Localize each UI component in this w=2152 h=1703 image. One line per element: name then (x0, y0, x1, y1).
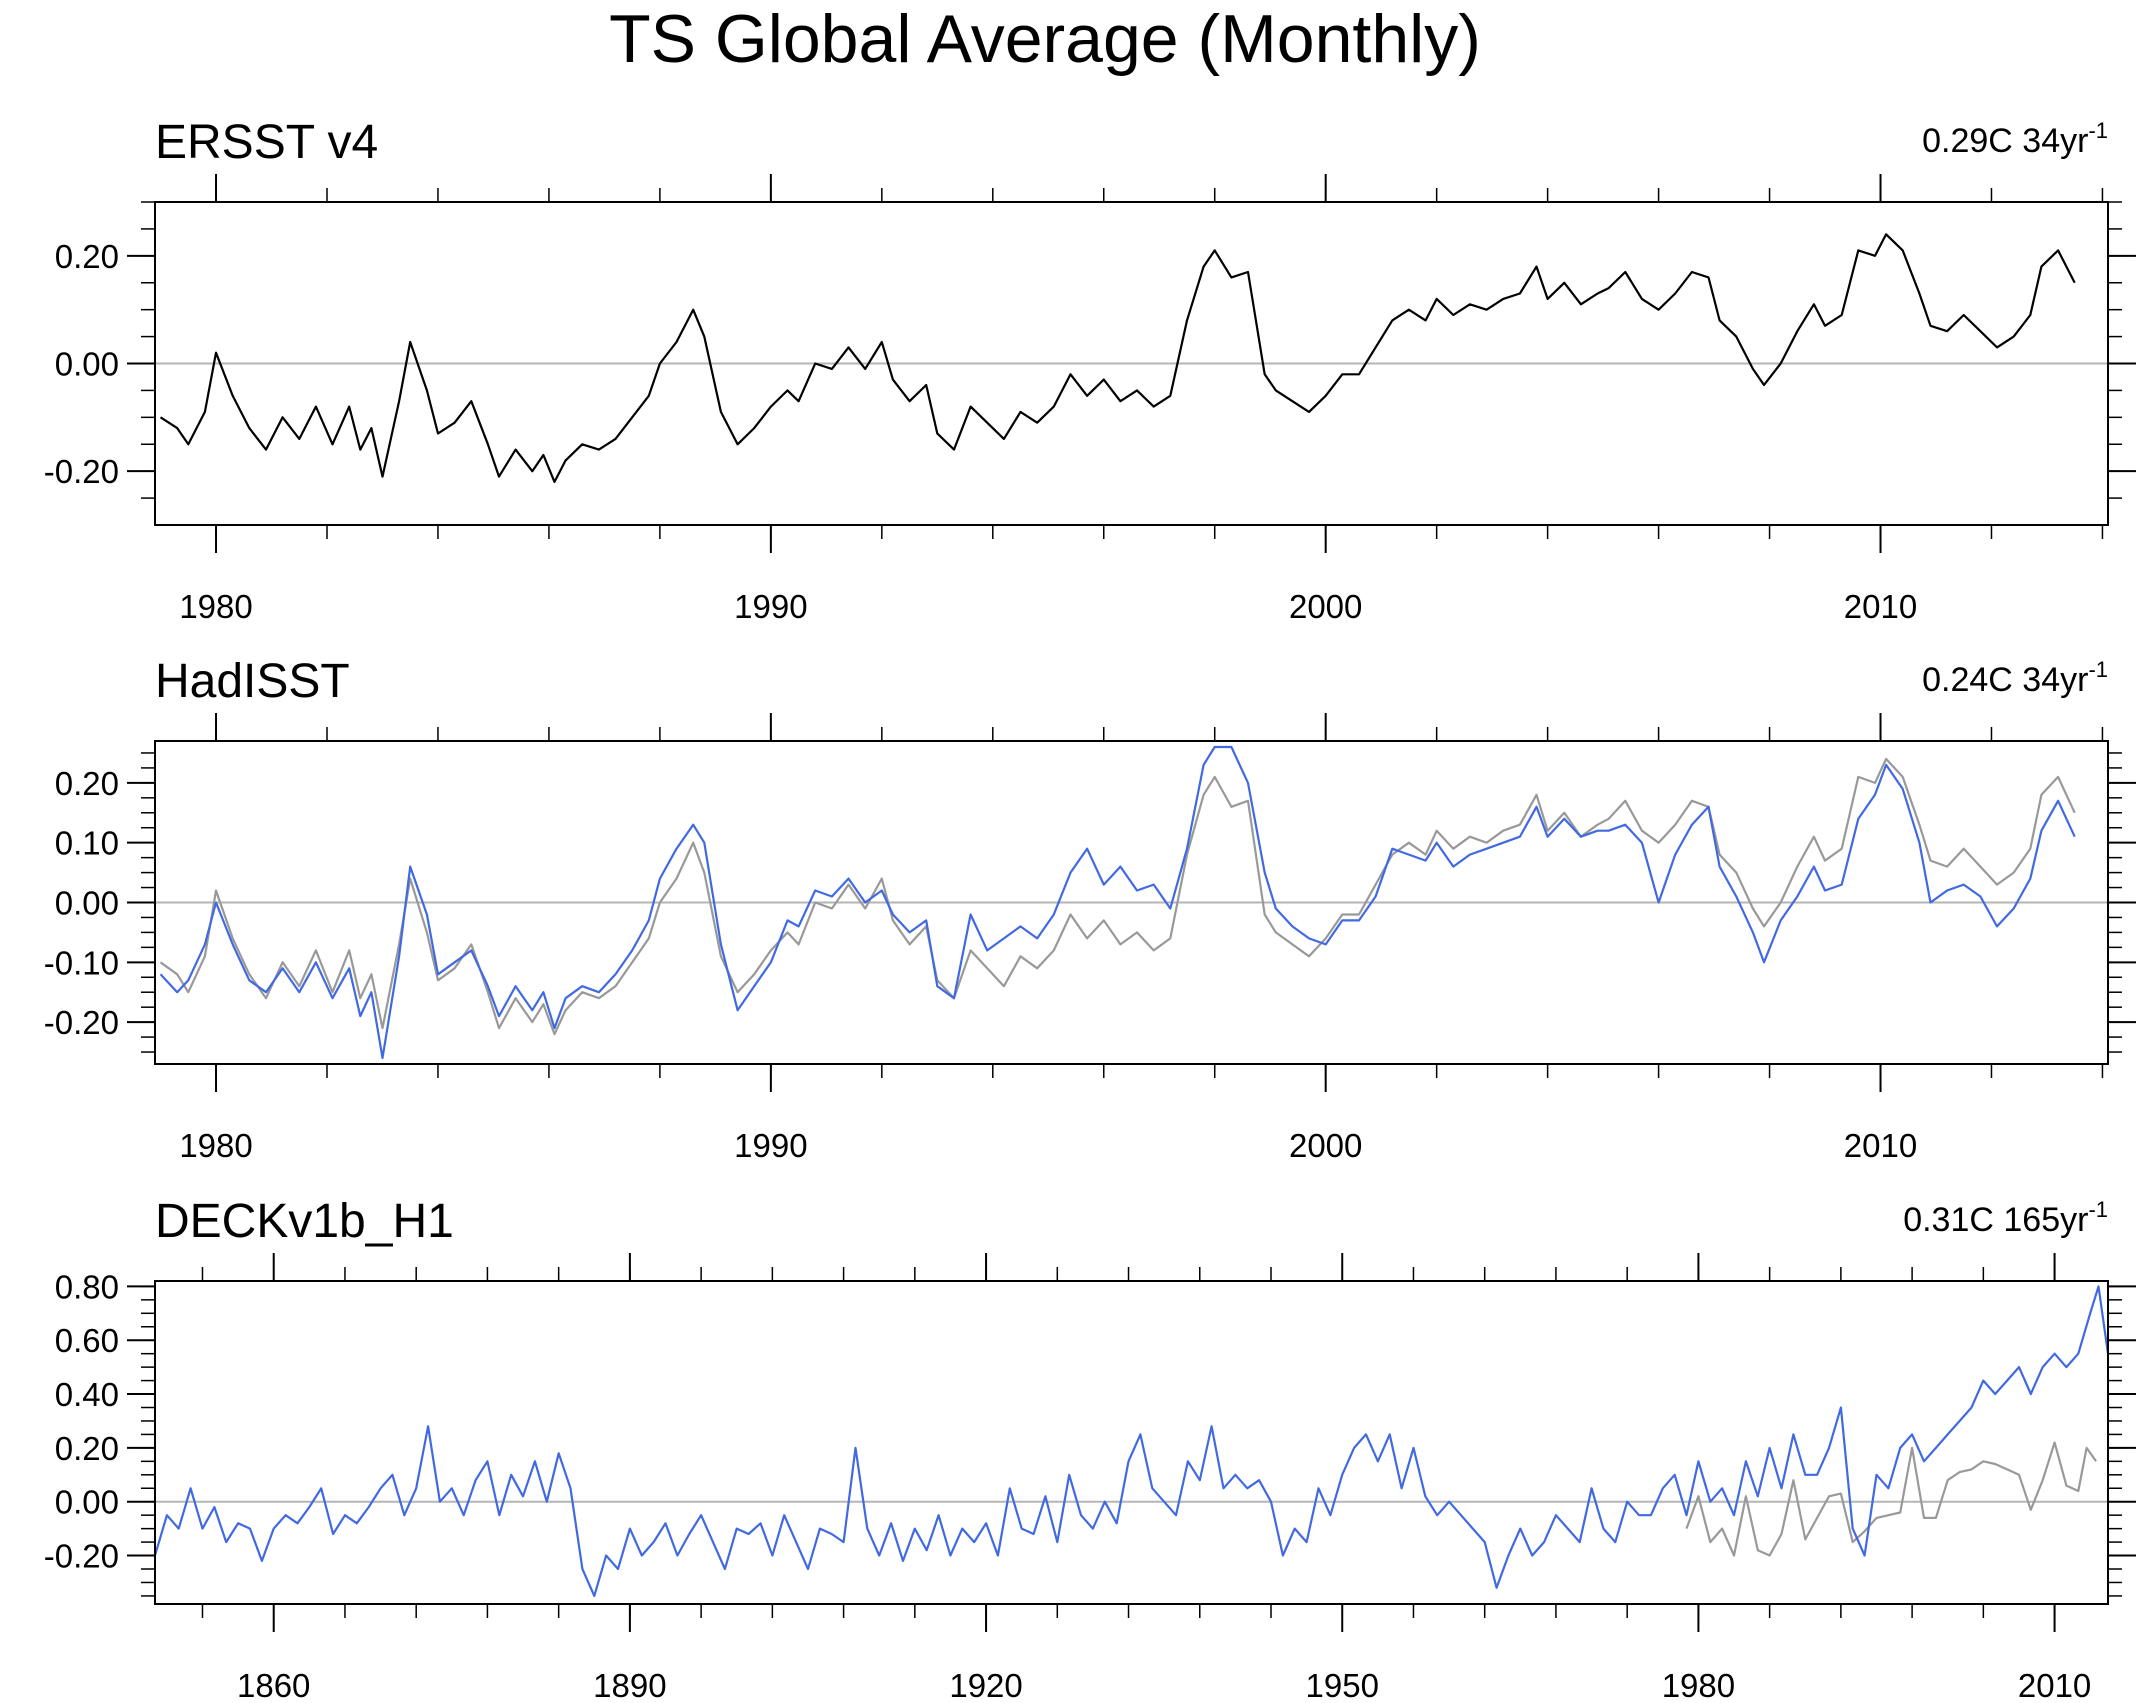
x-tick-label: 1980 (1662, 1667, 1735, 1703)
plot-frame (154, 201, 2109, 526)
x-tick-label: 1860 (237, 1667, 310, 1703)
x-tick-label: 1890 (593, 1667, 666, 1703)
trend-annotation: 0.24C 34yr-1 (1922, 657, 2108, 699)
y-tick-label: 0.20 (55, 238, 119, 275)
figure-title: TS Global Average (Monthly) (609, 1, 1481, 77)
trend-exponent: -1 (2088, 657, 2108, 682)
y-tick-label: 0.00 (55, 346, 119, 383)
panel-title: HadISST (155, 655, 350, 708)
x-tick-label: 2010 (2018, 1667, 2091, 1703)
plot-frame (154, 1280, 2109, 1605)
x-tick-label: 1950 (1306, 1667, 1379, 1703)
trend-exponent: -1 (2088, 1197, 2108, 1222)
panel-title: DECKv1b_H1 (155, 1195, 454, 1248)
series-line-1 (159, 757, 2076, 1036)
x-tick-label: 1980 (179, 588, 252, 625)
x-tick-label: 2000 (1289, 588, 1362, 625)
plot-frame (154, 740, 2109, 1065)
trend-exponent: -1 (2088, 118, 2108, 143)
x-tick-label: 2010 (1844, 588, 1917, 625)
x-tick-label: 2010 (1844, 1127, 1917, 1164)
series-line-1 (1685, 1441, 2097, 1557)
trend-annotation: 0.31C 165yr-1 (1903, 1197, 2108, 1239)
y-tick-label: -0.20 (44, 1538, 119, 1575)
y-tick-label: -0.20 (44, 1004, 119, 1041)
panel-title: ERSST v4 (155, 116, 378, 169)
y-tick-label: 0.00 (55, 885, 119, 922)
y-tick-label: -0.10 (44, 944, 119, 981)
series-line-1 (159, 233, 2076, 483)
y-tick-label: 0.20 (55, 1430, 119, 1467)
x-tick-label: 1980 (179, 1127, 252, 1164)
trend-text: 0.29C 34yr (1922, 122, 2088, 160)
series-line-2 (153, 1285, 2110, 1598)
y-tick-label: 0.20 (55, 765, 119, 802)
y-tick-label: 0.80 (55, 1268, 119, 1305)
chart-panel-2: HadISST 0.24C 34yr-1 0.20 0.10 0.00 -0.10 -0.2… (44, 655, 2136, 1164)
chart-panel-1: ERSST v4 0.29C 34yr-1 0.20 0.00 -0.20 1980 199… (44, 116, 2136, 625)
x-tick-label: 1990 (734, 1127, 807, 1164)
series-line-2 (159, 745, 2076, 1060)
y-tick-label: 0.60 (55, 1322, 119, 1359)
x-tick-label: 1920 (949, 1667, 1022, 1703)
chart-panel-3: DECKv1b_H1 0.31C 165yr-1 0.80 0.60 0.40 0.20 0… (44, 1195, 2136, 1703)
x-tick-label: 1990 (734, 588, 807, 625)
y-tick-label: 0.10 (55, 825, 119, 862)
trend-text: 0.24C 34yr (1922, 661, 2088, 699)
y-tick-label: 0.00 (55, 1484, 119, 1521)
x-tick-label: 2000 (1289, 1127, 1362, 1164)
trend-annotation: 0.29C 34yr-1 (1922, 118, 2108, 160)
trend-text: 0.31C 165yr (1903, 1201, 2088, 1239)
y-tick-label: -0.20 (44, 453, 119, 490)
y-tick-label: 0.40 (55, 1376, 119, 1413)
